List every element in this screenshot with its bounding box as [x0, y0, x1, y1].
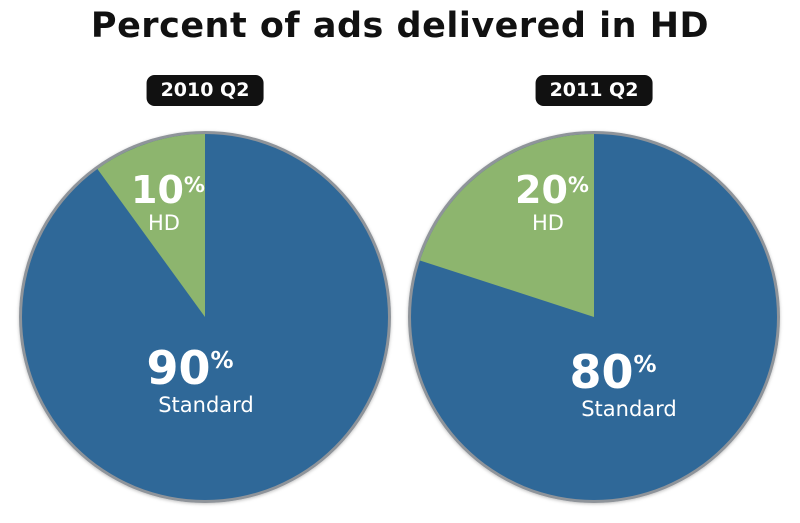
hd-percent-label-2010-q2: 10%	[131, 168, 205, 212]
standard-percent-label-2010-q2: 90%	[146, 341, 233, 395]
hd-name-label-2010-q2: HD	[148, 211, 180, 235]
chart-title: Percent of ads delivered in HD	[90, 6, 710, 46]
period-badge-2011-q2: 2011 Q2	[535, 75, 653, 106]
standard-name-label-2010-q2: Standard	[158, 393, 254, 417]
pie-chart-2010-q2: 10%HD 90%Standard	[19, 131, 391, 503]
standard-percent-label-2011-q2: 80%	[569, 345, 656, 399]
hd-percent-label-2011-q2: 20%	[515, 168, 589, 212]
pie-chart-2011-q2: 20%HD 80%Standard	[408, 131, 780, 503]
hd-name-label-2011-q2: HD	[532, 211, 564, 235]
pie-slice-hd-2011-q2	[419, 134, 594, 317]
pie-slice-hd-2010-q2	[97, 134, 205, 317]
period-badge-2010-q2: 2010 Q2	[146, 75, 264, 106]
standard-name-label-2011-q2: Standard	[581, 397, 677, 421]
